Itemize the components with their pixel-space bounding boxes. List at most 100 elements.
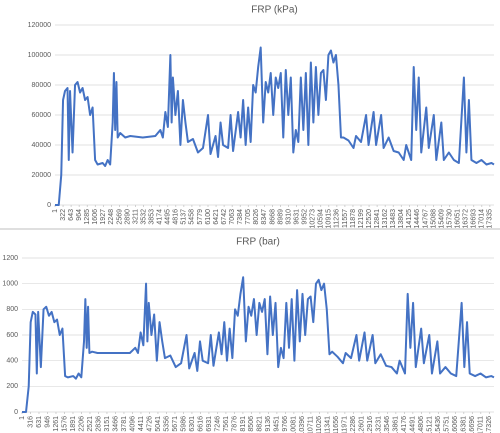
x-tick-label: 2890 [124,209,131,225]
x-tick-label: 11236 [334,209,341,228]
x-tick-label: 14176 [401,416,408,433]
x-tick-label: 15088 [430,209,437,229]
x-tick-label: 5671 [172,416,179,432]
x-tick-label: 11341 [325,416,332,433]
chart-title: FRP (bar) [236,237,280,248]
x-tick-label: 9766 [282,416,289,432]
x-tick-label: 10711 [308,416,315,433]
x-tick-label: 3466 [112,416,119,432]
x-tick-label: 14767 [422,209,429,229]
x-tick-label: 964 [76,209,83,221]
data-line [55,46,495,206]
x-tick-label: 11971 [342,416,349,433]
y-tick-label: 0 [47,202,51,209]
x-tick-label: 2836 [95,416,102,432]
x-tick-label: 7561 [223,416,230,432]
x-tick-label: 15436 [435,416,442,433]
x-tick-label: 2521 [87,416,94,432]
x-tick-label: 7384 [237,209,244,225]
x-tick-label: 5779 [197,209,204,225]
x-tick-label: 4816 [173,209,180,225]
x-tick-label: 10915 [326,209,333,229]
x-tick-label: 10273 [310,209,317,229]
x-tick-label: 6742 [221,209,228,225]
x-tick-label: 7246 [214,416,221,432]
x-tick-label: 946 [44,416,51,428]
x-tick-label: 2248 [108,209,115,225]
x-tick-label: 643 [68,209,75,221]
x-tick-label: 11656 [333,416,340,433]
x-tick-label: 8821 [257,416,264,432]
y-tick-label: 60000 [32,112,52,119]
x-tick-label: 8191 [240,416,247,432]
y-tick-label: 20000 [32,172,52,179]
x-tick-label: 16693 [471,209,478,229]
x-tick-label: 4495 [165,209,172,225]
x-tick-label: 5458 [189,209,196,225]
x-tick-label: 13231 [376,416,383,433]
x-tick-label: 13861 [393,416,400,433]
x-tick-label: 14446 [414,209,421,229]
data-line [22,276,495,413]
x-tick-label: 13546 [384,416,391,433]
x-tick-label: 9451 [274,416,281,432]
x-tick-label: 9952 [301,209,308,225]
x-tick-label: 1285 [84,209,91,225]
x-tick-label: 1 [19,416,26,420]
y-tick-label: 1200 [2,255,18,262]
x-tick-label: 3853 [148,209,155,225]
x-tick-label: 15409 [438,209,445,229]
x-tick-label: 14806 [418,416,425,433]
y-tick-label: 40000 [32,142,52,149]
x-tick-label: 5986 [180,416,187,432]
y-tick-label: 0 [14,409,18,416]
y-tick-label: 600 [6,332,18,339]
x-tick-label: 16696 [469,416,476,433]
x-tick-label: 2206 [78,416,85,432]
y-tick-label: 200 [6,383,18,390]
x-tick-label: 15730 [446,209,453,229]
x-tick-label: 1891 [70,416,77,432]
x-tick-label: 6931 [206,416,213,432]
x-tick-label: 9310 [285,209,292,225]
x-tick-label: 8026 [253,209,260,225]
x-tick-label: 6100 [205,209,212,225]
x-tick-label: 322 [60,209,67,221]
x-tick-label: 17014 [479,209,486,229]
x-tick-label: 17335 [487,209,494,229]
x-tick-label: 316 [27,416,34,428]
x-tick-label: 2569 [116,209,123,225]
x-tick-label: 1 [52,209,59,213]
x-tick-label: 10396 [299,416,306,433]
x-tick-label: 631 [36,416,43,428]
y-tick-label: 1000 [2,281,18,288]
chart-title: FRP (kPa) [251,5,298,16]
x-tick-label: 16066 [452,416,459,433]
x-tick-label: 4174 [157,209,164,225]
x-tick-label: 4096 [129,416,136,432]
x-tick-label: 5041 [155,416,162,432]
x-tick-label: 8989 [277,209,284,225]
x-tick-label: 11878 [350,209,357,228]
x-tick-label: 6616 [197,416,204,432]
x-tick-label: 11557 [342,209,349,228]
x-tick-label: 5356 [163,416,170,432]
x-tick-label: 7876 [231,416,238,432]
x-tick-label: 12286 [350,416,357,433]
x-tick-label: 3151 [104,416,111,432]
x-tick-label: 16372 [463,209,470,229]
x-tick-label: 12841 [374,209,381,229]
y-tick-label: 100000 [28,52,51,59]
x-tick-label: 7063 [229,209,236,225]
x-tick-label: 1606 [92,209,99,225]
x-tick-label: 13483 [390,209,397,229]
x-tick-label: 15751 [444,416,451,433]
x-tick-label: 17326 [486,416,493,433]
x-tick-label: 9136 [265,416,272,432]
x-tick-label: 6421 [213,209,220,225]
x-tick-label: 12520 [366,209,373,229]
x-tick-label: 6301 [189,416,196,432]
x-tick-label: 3532 [140,209,147,225]
x-tick-label: 7705 [245,209,252,225]
